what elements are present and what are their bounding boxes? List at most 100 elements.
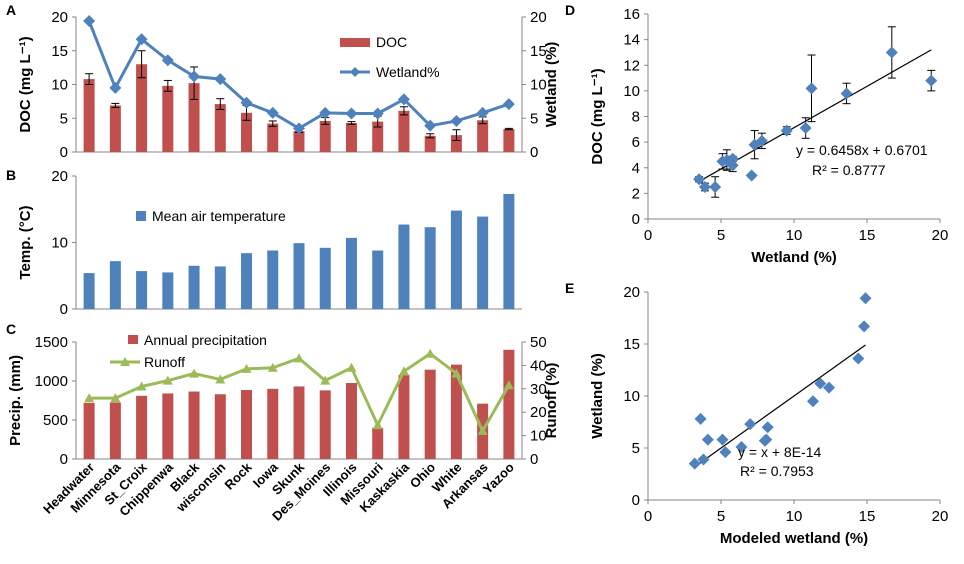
panel-d-equation: y = 0.6458x + 0.6701 [796,142,928,158]
panel-a-doc-bar [345,122,357,152]
panel-e-y-tick-label: 10 [623,388,640,405]
panel-a-wetland-point [345,107,358,120]
panel-c-legend-runoff-marker [120,357,130,366]
category-label: Rock [222,459,256,493]
panel-c-runoff-point [398,366,409,376]
panel-c-y2label: Runoff (%) [543,363,560,439]
panel-a-doc-bar [214,104,226,152]
panel-a-doc-bar [424,135,436,152]
panel-d-point [755,134,768,147]
panel-c-runoff-point [425,348,436,358]
panel-a-wetland-point [135,33,148,46]
panel-d-point [799,122,812,135]
panel-c-y2-tick-label: 0 [530,451,538,468]
panel-c-runoff-point [294,353,304,363]
panel-d-y-tick-label: 12 [623,57,640,74]
panel-e-xlabel: Modeled wetland (%) [720,530,868,547]
panel-d-point [745,169,758,182]
panel-a-doc-bar [319,120,331,152]
panel-b-temp-bar [424,227,436,309]
panel-a-y-tick-label: 15 [51,43,68,60]
panel-e-x-tick-label: 0 [644,508,652,525]
panel-e-point [806,395,819,408]
panel-e-x-tick-label: 15 [859,508,876,525]
panel-d-y-tick-label: 16 [623,6,640,23]
panel-c-runoff-point [503,380,514,390]
panel-e-x-tick-label: 10 [786,508,803,525]
panel-e-x-tick-label: 5 [717,508,725,525]
panel-c-y2-tick-label: 20 [530,404,547,421]
panel-c-y-tick-label: 500 [43,412,68,429]
panel-b-temp-bar [503,193,515,309]
panel-a-doc-bar [136,64,148,152]
panel-e-x-tick-label: 20 [932,508,949,525]
panel-c-runoff-point [451,368,462,378]
panel-a-legend-doc-label: DOC [376,34,407,50]
panel-a-wetland-line [87,20,510,131]
panel-d-y-tick-label: 14 [623,32,640,49]
panel-c-y2-tick-label: 50 [530,334,547,351]
panel-c-y2-tick-label: 30 [530,381,547,398]
panel-b-temp-bar [241,253,253,309]
panel-a-wetland-point [161,54,174,67]
panel-c-legend-precip-label: Annual precipitation [144,332,267,348]
panel-e-point [701,433,714,446]
panel-label-a: A [6,2,16,18]
panel-a-wetland-point [266,106,279,119]
panel-a-legend-wetland-marker [350,67,360,77]
panel-b-temp-bar [214,266,226,309]
panel-a-doc-bar [109,105,121,152]
panel-c-precip-bar [345,382,357,459]
panel-b-temp-bar [319,247,331,309]
panel-c-y-tick-label: 0 [60,451,68,468]
panel-e-point [859,292,872,305]
panel-e-point [858,320,871,333]
panel-d-r2: R² = 0.8777 [812,162,886,178]
panel-c-y2-tick-label: 40 [530,357,547,374]
panel-c-y-tick-label: 1000 [35,373,68,390]
panel-e-point [744,418,757,431]
panel-a-doc-bar [241,112,253,152]
panel-a-wetland-point [450,114,463,127]
panel-e-point [852,352,865,365]
panel-c-precip-bar [398,375,410,459]
panel-d-x-tick-label: 15 [859,227,876,244]
panel-c-legend-runoff-label: Runoff [144,354,185,370]
panel-e-point [694,412,707,425]
panel-d-point [805,82,818,95]
panel-a-doc-bar [293,131,305,152]
panel-c-y2-tick-label: 10 [530,428,547,445]
panel-b-temp-bar [345,237,357,309]
panel-a-wetland-point [371,107,384,120]
panel-d-point [726,159,739,172]
panel-c-runoff-point [84,393,95,403]
panel-b-legend-label: Mean air temperature [152,208,286,224]
panel-d-x-tick-label: 20 [932,227,949,244]
panel-a-y2label: Wetland (%) [543,42,560,128]
panel-d-ylabel: DOC (mg L⁻¹) [589,68,606,164]
panel-c-runoff-point [372,420,383,430]
panel-a-y2-tick-label: 0 [530,144,538,161]
panel-e-point [716,433,729,446]
panel-d-point [693,173,706,186]
panel-d-y-tick-label: 6 [632,134,640,151]
panel-d-x-tick-label: 10 [786,227,803,244]
panel-b-temp-bar [162,272,174,309]
panel-b-y-tick-label: 0 [60,301,68,318]
panel-b-legend-swatch [136,211,146,221]
panel-b-temp-bar [372,250,384,309]
panel-c-precip-bar [136,395,148,459]
panel-a-wetland-point [397,93,410,106]
panel-e-equation: y = x + 8E-14 [738,444,821,460]
panel-e-point [761,421,774,434]
panel-c-runoff-point [320,375,331,385]
panel-label-b: B [6,167,16,183]
panel-d-x-tick-label: 5 [717,227,725,244]
panel-a-doc-bar [398,110,410,152]
panel-a-legend-doc-swatch [340,38,370,47]
panel-d-xlabel: Wetland (%) [751,249,837,266]
panel-a-ylabel: DOC (mg L⁻¹) [17,36,34,132]
panel-e-point [823,381,836,394]
panel-a-doc-bar [83,79,95,152]
